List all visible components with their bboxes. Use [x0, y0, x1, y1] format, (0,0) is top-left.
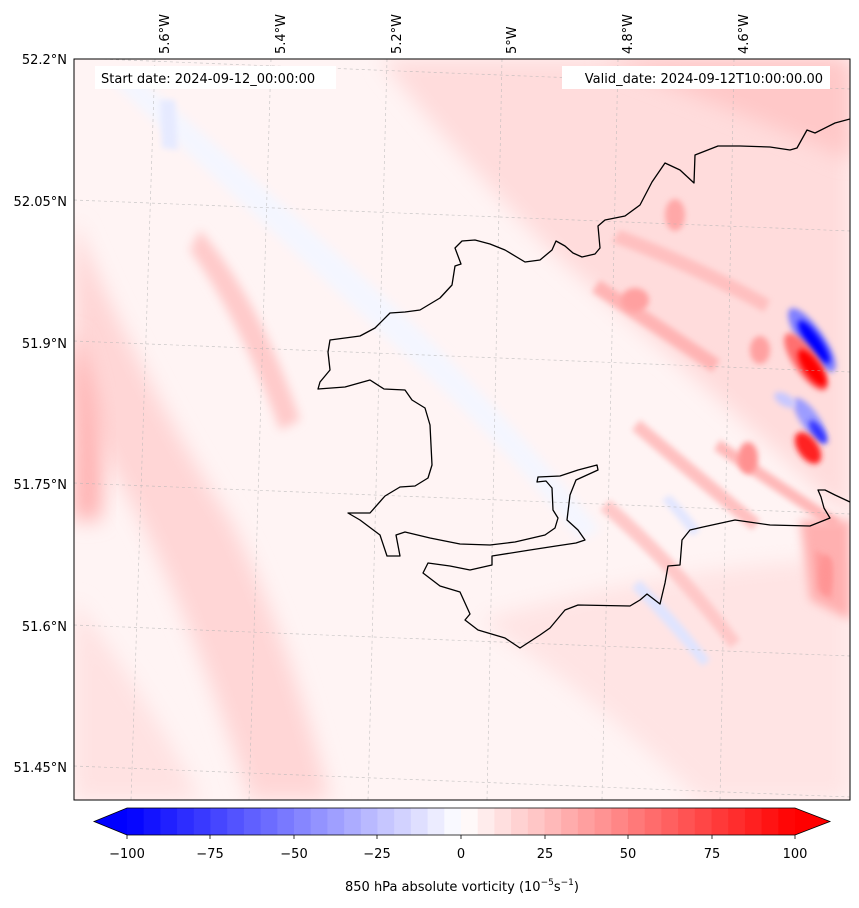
- valid-date-box: [562, 66, 830, 89]
- vorticity-field: [74, 59, 850, 800]
- colorbar-label: 850 hPa absolute vorticity (10−5s−1): [345, 878, 579, 895]
- colorbar-tick-label: 50: [620, 847, 637, 862]
- colorbar-segment: [327, 808, 345, 835]
- lat-label: 51.6°N: [22, 620, 67, 635]
- colorbar-segment: [728, 808, 746, 835]
- colorbar-segment: [243, 808, 262, 835]
- colorbar-segment: [594, 808, 612, 835]
- coastline: [317, 118, 850, 649]
- colorbar-segment: [744, 808, 763, 835]
- latitude-labels: 52.2°N 52.05°N 51.9°N 51.75°N 51.6°N 51.…: [14, 53, 67, 776]
- colorbar-segment: [577, 808, 596, 835]
- colorbar-segment: [694, 808, 713, 835]
- colorbar-segment: [711, 808, 729, 835]
- lat-label: 52.05°N: [14, 195, 67, 210]
- colorbar-extend-min: [94, 808, 127, 835]
- colorbar-segment: [494, 808, 512, 835]
- lat-label: 51.9°N: [22, 337, 67, 352]
- colorbar-segment: [377, 808, 395, 835]
- colorbar-segment: [344, 808, 362, 835]
- colorbar-segment: [193, 808, 212, 835]
- colorbar-segment: [527, 808, 546, 835]
- lat-label: 51.75°N: [14, 478, 67, 493]
- lon-label: 5.2°W: [390, 14, 405, 54]
- start-date-box: [95, 66, 336, 89]
- colorbar-segment: [210, 808, 228, 835]
- lon-label: 5.6°W: [158, 14, 173, 54]
- colorbar-segment: [294, 808, 312, 835]
- colorbar-segment: [678, 808, 696, 835]
- start-date-label: Start date: 2024-09-12_00:00:00: [101, 72, 315, 87]
- colorbar-tick-label: 25: [537, 847, 554, 862]
- lat-label: 52.2°N: [22, 53, 67, 68]
- colorbar-tick-label: −75: [196, 847, 223, 862]
- map-frame: [73, 58, 851, 801]
- colorbar-segment: [160, 808, 178, 835]
- colorbar-segment: [177, 808, 195, 835]
- colorbar-segment: [461, 808, 479, 835]
- colorbar-tick-label: −100: [109, 847, 145, 862]
- longitude-labels: 5.6°W 5.4°W 5.2°W 5°W 4.8°W 4.6°W: [158, 14, 752, 54]
- colorbar-segment: [444, 808, 462, 835]
- colorbar-segment: [127, 808, 145, 835]
- lon-label: 4.6°W: [737, 14, 752, 54]
- valid-date-label: Valid_date: 2024-09-12T10:00:00.00: [585, 72, 823, 87]
- colorbar-segment: [661, 808, 679, 835]
- lat-label: 51.45°N: [14, 761, 67, 776]
- colorbar-segment: [260, 808, 278, 835]
- colorbar-tick-label: 100: [783, 847, 808, 862]
- colorbar-segment: [143, 808, 161, 835]
- colorbar-segment: [277, 808, 295, 835]
- colorbar-ticks: −100 −75 −50 −25 0 25 50 75 100: [109, 835, 807, 862]
- colorbar-extend-max: [795, 808, 830, 835]
- colorbar-segment: [644, 808, 662, 835]
- colorbar-segment: [561, 808, 579, 835]
- colorbar-tick-label: −50: [280, 847, 307, 862]
- colorbar-segment: [628, 808, 646, 835]
- lon-label: 4.8°W: [621, 14, 636, 54]
- colorbar-segment: [778, 808, 796, 835]
- colorbar-segment: [761, 808, 779, 835]
- lon-label: 5°W: [505, 26, 520, 54]
- colorbar-segment: [611, 808, 629, 835]
- colorbar-tick-label: 0: [457, 847, 465, 862]
- colorbar-tick-label: 75: [704, 847, 721, 862]
- colorbar-tick-label: −25: [363, 847, 390, 862]
- lon-label: 5.4°W: [274, 14, 289, 54]
- colorbar-segment: [360, 808, 379, 835]
- colorbar: [92, 807, 832, 836]
- colorbar-segment: [427, 808, 445, 835]
- colorbar-segment: [544, 808, 562, 835]
- colorbar-segment: [310, 808, 328, 835]
- colorbar-segment: [410, 808, 429, 835]
- colorbar-segment: [511, 808, 529, 835]
- colorbar-segment: [227, 808, 245, 835]
- colorbar-segment: [477, 808, 495, 835]
- colorbar-segment: [394, 808, 412, 835]
